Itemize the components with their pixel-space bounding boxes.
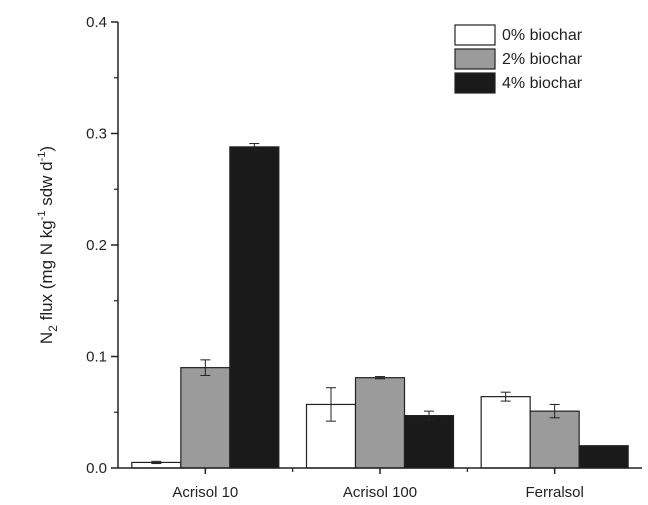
legend-label: 2% biochar [502, 51, 583, 68]
ylabel-main: N [37, 332, 56, 344]
x-tick-label: Acrisol 100 [343, 484, 417, 501]
y-tick-label: 0.0 [86, 460, 107, 477]
plot-area [131, 143, 629, 469]
ylabel-sup2: -1 [36, 152, 48, 162]
x-tick-label: Ferralsol [525, 484, 583, 501]
y-tick-label: 0.4 [86, 14, 107, 31]
legend-swatch [454, 48, 496, 70]
bar [578, 445, 629, 469]
x-ticks: Acrisol 10 Acrisol 100 Ferralsol [172, 468, 584, 501]
bar [354, 377, 406, 469]
legend-swatch [454, 24, 496, 46]
bar [180, 367, 231, 469]
legend-label: 4% biochar [502, 75, 583, 92]
y-tick-label: 0.3 [86, 126, 107, 143]
legend: 0% biochar 2% biochar 4% biochar [454, 24, 583, 94]
ylabel-mid2: sdw d [37, 161, 56, 210]
y-axis-title: N2 flux (mg N kg-1 sdw d-1) [36, 146, 60, 344]
ylabel-sup1: -1 [36, 210, 48, 220]
bar [403, 414, 455, 469]
bar [480, 396, 531, 469]
x-tick-label: Acrisol 10 [172, 484, 238, 501]
legend-label: 0% biochar [502, 27, 583, 44]
y-tick-label: 0.1 [86, 349, 107, 366]
y-ticks: 0.0 0.1 0.2 0.3 0.4 [86, 14, 118, 477]
y-tick-label: 0.2 [86, 237, 107, 254]
bar [229, 146, 280, 469]
ylabel-mid: flux (mg N kg [37, 220, 56, 325]
ylabel-end: ) [37, 146, 56, 152]
bar [529, 410, 580, 469]
ylabel-sub: 2 [46, 325, 60, 332]
legend-swatch [454, 72, 496, 94]
